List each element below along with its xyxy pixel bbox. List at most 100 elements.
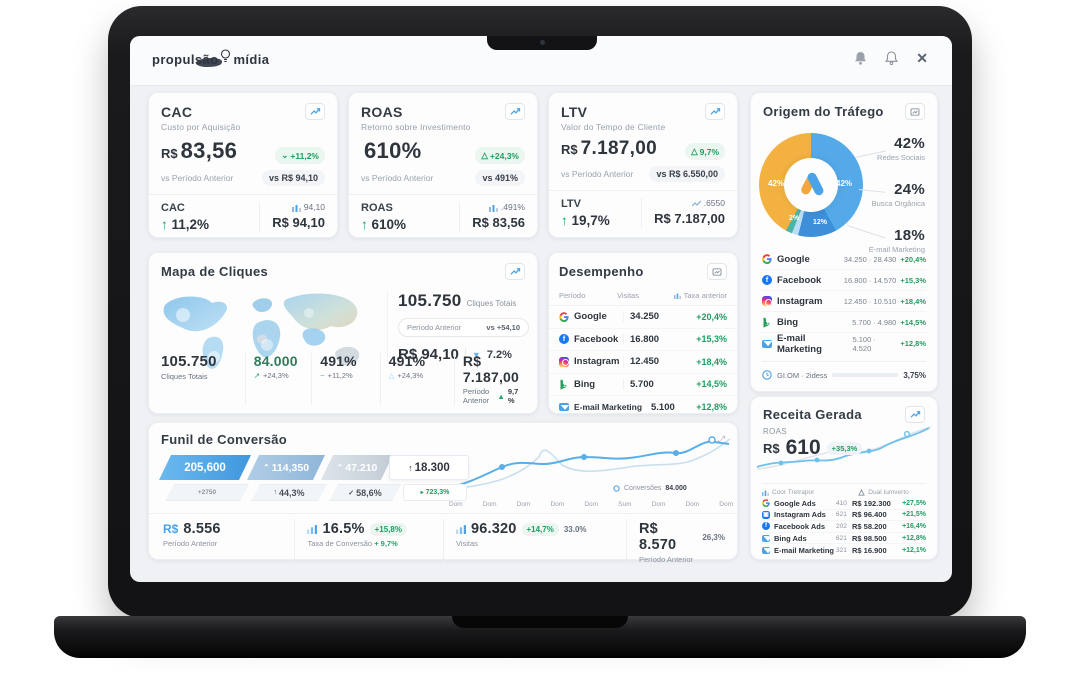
footer-value: R$ 7.187,00	[654, 211, 725, 226]
trend-expand-icon[interactable]	[305, 103, 325, 120]
table-row[interactable]: Google 34.250 +20,4%	[549, 306, 737, 329]
trend-expand-icon[interactable]	[705, 103, 725, 120]
donut-hole	[784, 158, 838, 212]
funnel-stages: 205,600 ⌃ 114,350 ⌃ 47.210 ↑ 18.300 +2750 ↑…	[159, 455, 471, 505]
expand-icon[interactable]: ⤢	[717, 434, 725, 444]
funnel-sub-badge: ✓ 58,6%	[329, 484, 401, 501]
table-row[interactable]: ▣ Instagram Ads 621 R$ 96.400 +21,5%	[762, 510, 926, 522]
ctr-footer: GI.OM · 2idess 3,75%	[762, 361, 926, 380]
card-title: ROAS	[361, 103, 403, 120]
triangle-icon	[858, 489, 866, 496]
trend-expand-icon[interactable]	[505, 103, 525, 120]
lightbulb-icon	[221, 49, 231, 63]
bar-chart-icon	[762, 490, 769, 496]
footer-value: R$ 94,10	[272, 215, 325, 230]
vs-label: vs Período Anterior	[561, 169, 634, 179]
expand-icon[interactable]	[707, 263, 727, 280]
vs-label: vs Período Anterior	[161, 173, 234, 183]
logo-word-2: mídia	[233, 52, 270, 67]
amount-value: R$ 94,10	[398, 346, 459, 363]
footer-label: GI.OM · 2idess	[777, 370, 828, 380]
alert-bell-icon[interactable]	[885, 51, 899, 65]
currency-icon: R$	[163, 522, 179, 536]
change-badge: ⌄ +11,2%	[275, 147, 325, 164]
table-row[interactable]: Instagram 12.450 +18,4%	[549, 351, 737, 374]
funnel-stage-1[interactable]: 205,600	[159, 455, 251, 480]
world-map	[163, 293, 360, 369]
laptop-base	[54, 616, 1026, 658]
list-item[interactable]: Instagram 12.450 · 10.510 +18,4%	[762, 291, 926, 312]
vs-value-pill: vs 491%	[475, 170, 525, 186]
trend-expand-icon[interactable]	[505, 263, 525, 280]
email-icon	[762, 339, 772, 348]
card-subtitle: Valor do Tempo de Cliente	[561, 122, 666, 132]
up-right-arrow-icon: ↗	[253, 371, 260, 380]
facebook-icon: f	[559, 334, 569, 345]
email-icon	[762, 546, 770, 554]
table-row[interactable]: Google Ads 410 R$ 192.300 +27,5%	[762, 498, 926, 510]
triangle-up-icon: △	[388, 371, 395, 380]
base-grip-notch	[452, 616, 628, 628]
list-item[interactable]: Google 34.250 · 28.430 +20,4%	[762, 249, 926, 270]
change-badge: +35,3%	[826, 441, 863, 455]
badge-arrow-icon: △	[691, 146, 698, 156]
amount-change: 7.2%	[486, 348, 512, 361]
funnel-stage-4[interactable]: ↑ 18.300	[389, 455, 469, 480]
traffic-sources-list: Google 34.250 · 28.430 +20,4% f Facebook…	[762, 249, 926, 355]
kpi-value: 610%	[364, 138, 422, 163]
bar-chart-icon	[673, 293, 681, 299]
currency-prefix: R$	[161, 146, 178, 161]
google-icon	[559, 312, 569, 322]
funnel-sub-badge: +2750	[165, 484, 249, 501]
bar-chart-icon	[455, 525, 466, 534]
stat-cell: 105.750 Cliques Totais	[161, 353, 217, 381]
close-icon[interactable]: ✕	[916, 50, 928, 66]
list-item[interactable]: Bing 5.700 · 4.980 +14,5%	[762, 312, 926, 333]
kpi-card-ltv: LTV Valor do Tempo de Cliente R$ 7.187,0…	[548, 92, 738, 238]
funnel-sub-badge: ▸ 723,3%	[403, 484, 467, 501]
facebook-icon: f	[762, 275, 772, 285]
change-badge: △ +24,3%	[475, 147, 525, 164]
total-clicks-label: Cliques Totais	[466, 299, 517, 308]
target-icon	[613, 485, 620, 492]
table-row[interactable]: f Facebook 16.800 +15,3%	[549, 329, 737, 351]
notification-bell-icon[interactable]	[854, 51, 867, 65]
down-arrow-icon: ▼	[471, 349, 481, 360]
mini-metric: .491%	[472, 202, 525, 212]
trend-expand-icon[interactable]	[905, 406, 925, 423]
card-subtitle: Custo por Aquisição	[161, 122, 241, 132]
traffic-origin-card: Origem do Tráfego 42% 42% 2% 12% 42% Red…	[750, 92, 938, 392]
vs-label: vs Período Anterior	[361, 173, 434, 183]
expand-icon[interactable]	[905, 103, 925, 120]
chart-legend: Conversões 84.000	[613, 485, 687, 492]
up-arrow-icon: ↑	[561, 213, 568, 228]
slice-label-pale: 2%	[789, 215, 800, 222]
funnel-stage-2[interactable]: ⌃ 114,350	[247, 455, 325, 480]
card-title: Desempenho	[559, 264, 644, 279]
table-row[interactable]: E-mail Marketing 5.100 +12,8%	[549, 396, 737, 419]
table-row[interactable]: E-mail Marketing 321 R$ 16.900 +12,1%	[762, 544, 926, 556]
divider	[349, 194, 537, 195]
stat-cell: 491% △ +24,3%	[379, 353, 454, 405]
funnel-stage-3[interactable]: ⌃ 47.210	[321, 455, 393, 480]
revenue-value: 610	[785, 436, 821, 459]
revenue-table-header: Coor Tretrapor Dual Iumverto	[762, 483, 926, 496]
bing-icon	[560, 379, 567, 390]
bar-chart-icon	[291, 204, 301, 212]
card-title: Origem do Tráfego	[763, 104, 884, 119]
laptop-screen: propulsão mídia ✕ CAC	[130, 36, 952, 582]
column-header: Dual Iumverto	[858, 489, 909, 496]
vs-value-pill: vs R$ 94,10	[261, 170, 325, 186]
divider	[464, 347, 466, 362]
kpi-card-roas: ROAS Retorno sobre Investimento 610% △ +…	[348, 92, 538, 238]
table-row[interactable]: Bing 5.700 +14,5%	[549, 374, 737, 396]
vs-value-pill: vs R$ 6.550,00	[649, 166, 725, 182]
change-badge: △ 9,7%	[685, 143, 725, 160]
list-item[interactable]: E-mail Marketing 5.100 · 4.520 +12,8%	[762, 333, 926, 355]
funnel-stats-row: R$ 8.556 Período Anterior 16.5% +15,8% T…	[161, 519, 725, 564]
funnel-sub-badge: ↑ 44,3%	[251, 484, 327, 501]
table-row[interactable]: f Facebook Ads 202 R$ 58.200 +16,4%	[762, 521, 926, 533]
list-item[interactable]: f Facebook 16.800 · 14.570 +15,3%	[762, 270, 926, 291]
table-row[interactable]: Bing Ads 621 R$ 98.500 +12,8%	[762, 533, 926, 545]
card-title: CAC	[161, 103, 193, 120]
